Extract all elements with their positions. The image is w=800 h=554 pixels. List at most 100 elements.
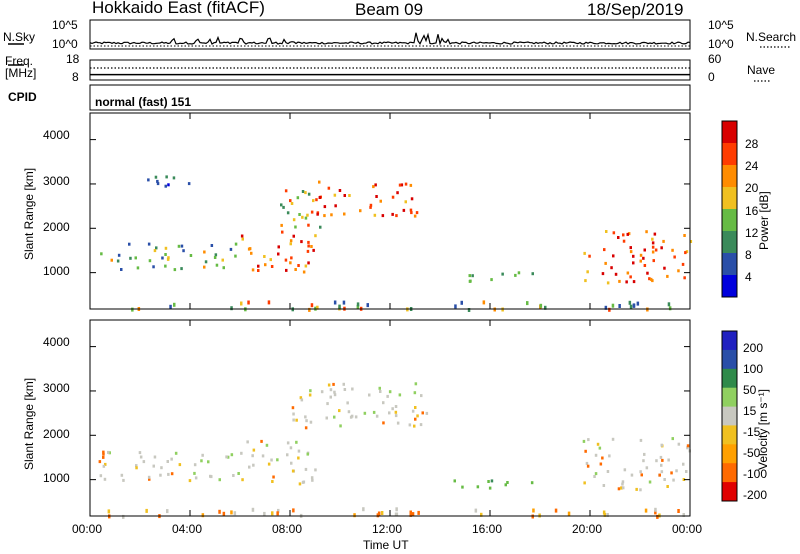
range-cell	[166, 509, 169, 514]
range-cell	[666, 274, 669, 278]
range-cell	[148, 477, 151, 481]
range-cell	[319, 225, 322, 229]
range-cell	[419, 423, 423, 427]
range-cell	[413, 391, 417, 395]
range-cell	[286, 441, 290, 445]
xtick: 20:00	[572, 522, 603, 536]
range-cell	[270, 265, 274, 268]
range-cell	[261, 454, 265, 458]
range-cell	[608, 454, 611, 458]
range-cell	[602, 510, 606, 515]
range-cell	[307, 244, 310, 248]
xtick: 12:00	[372, 522, 403, 536]
range-cell	[116, 259, 120, 263]
range-cell	[310, 210, 314, 214]
colorbar-segment	[722, 143, 737, 166]
range-cell	[622, 486, 625, 490]
range-cell	[394, 410, 398, 414]
range-cell	[104, 462, 107, 466]
range-cell	[686, 446, 689, 450]
range-cell	[301, 215, 304, 219]
range-cell	[107, 450, 110, 454]
range-cell	[289, 446, 293, 450]
velocity-colorbar-frame	[721, 330, 738, 502]
range-cell	[356, 302, 360, 307]
range-cell	[297, 449, 301, 453]
range-cell	[410, 211, 413, 215]
range-cell	[612, 231, 616, 235]
range-cell	[292, 418, 295, 422]
range-cell	[152, 464, 155, 468]
power-cbar-tick: 16	[745, 204, 759, 218]
xtick: 00:00	[672, 522, 703, 536]
range-cell	[353, 513, 356, 518]
range-cell	[373, 213, 377, 217]
range-cell	[286, 211, 290, 215]
range-cell	[410, 197, 414, 201]
range-cell	[169, 304, 172, 309]
range-cell	[343, 194, 346, 197]
range-cell	[408, 423, 412, 427]
range-cell	[504, 483, 507, 487]
range-cell	[240, 451, 243, 455]
cpid-value: normal (fast) 151	[95, 95, 192, 109]
range-cell	[153, 249, 157, 253]
range-cell	[138, 451, 142, 455]
range-cell	[601, 456, 604, 460]
power-colorbar	[722, 121, 737, 298]
range-cell	[683, 276, 686, 280]
range-cell	[135, 464, 138, 468]
range-cell	[300, 240, 303, 244]
range-cell	[177, 244, 181, 248]
range-cell	[363, 411, 367, 415]
range-cell	[635, 487, 638, 491]
colorbar-segment	[722, 121, 737, 144]
range-cell	[409, 183, 413, 187]
range-cell	[294, 268, 297, 271]
range-cell	[304, 415, 307, 419]
range-cell	[662, 239, 665, 243]
range-cell	[404, 200, 407, 204]
colorbar-segment	[722, 444, 737, 464]
range-cell	[671, 437, 674, 441]
range-cell	[395, 507, 398, 512]
range-cell	[338, 189, 342, 192]
mhz-label: [MHz]	[5, 66, 37, 80]
range-cell	[296, 196, 300, 200]
range-cell	[292, 412, 295, 416]
range-cell	[468, 274, 471, 278]
range-cell	[415, 211, 419, 215]
range-cell	[476, 485, 480, 489]
range-cell	[490, 278, 493, 282]
power-ytick: 2000	[43, 220, 70, 234]
range-cell	[248, 465, 251, 469]
range-cell	[351, 387, 354, 391]
range-cell	[308, 307, 311, 312]
colorbar-segment	[722, 209, 737, 232]
range-cell	[326, 402, 329, 406]
range-cell	[639, 470, 642, 474]
range-cell	[381, 214, 385, 218]
range-cell	[136, 266, 140, 270]
range-cell	[639, 259, 642, 263]
range-cell	[414, 382, 418, 386]
range-cell	[396, 191, 399, 195]
xtick: 00:00	[72, 522, 103, 536]
range-cell	[348, 194, 351, 197]
range-cell	[290, 202, 294, 205]
range-cell	[394, 414, 398, 418]
nave-tick-top: 60	[708, 52, 722, 66]
range-cell	[193, 471, 196, 475]
range-cell	[102, 452, 105, 456]
range-cell	[178, 463, 182, 467]
date-title: 18/Sep/2019	[587, 0, 684, 19]
range-cell	[188, 479, 192, 483]
range-cell	[230, 453, 234, 457]
range-cell	[629, 246, 632, 250]
range-cell	[290, 256, 293, 260]
range-cell	[145, 508, 148, 513]
range-cell	[122, 478, 125, 482]
range-cell	[651, 241, 655, 245]
range-cell	[374, 183, 377, 187]
range-cell	[304, 216, 308, 220]
